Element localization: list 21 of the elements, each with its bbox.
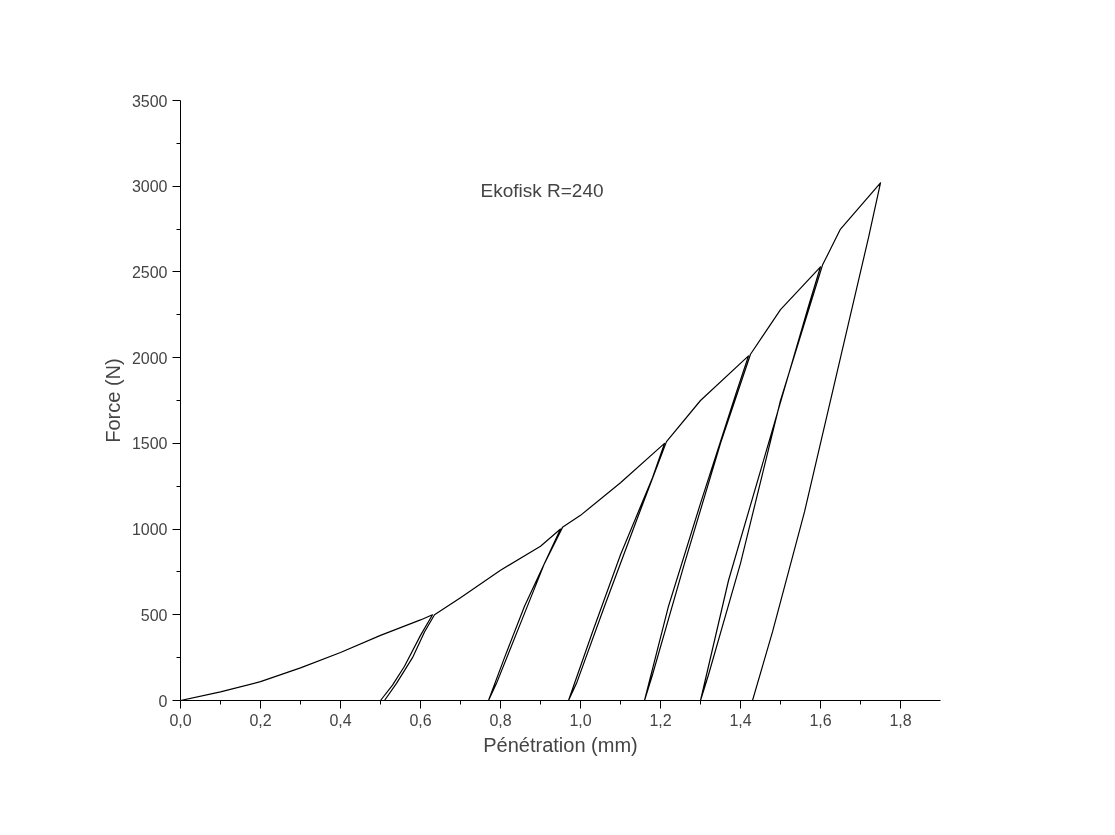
x-tick-label: 1,6 xyxy=(809,711,832,729)
y-tick-label: 3500 xyxy=(131,92,168,110)
y-tick-label: 500 xyxy=(140,606,168,624)
y-tick-label: 3000 xyxy=(131,178,168,196)
x-tick-label: 1,0 xyxy=(569,711,592,729)
x-tick-label: 1,4 xyxy=(729,711,752,729)
x-tick-label: 0,2 xyxy=(249,711,272,729)
x-tick-label: 0,8 xyxy=(489,711,512,729)
x-tick-label: 1,2 xyxy=(649,711,672,729)
x-tick-label: 0,0 xyxy=(169,711,192,729)
y-tick-label: 0 xyxy=(158,692,168,710)
y-tick-label: 2500 xyxy=(131,263,168,281)
x-axis-title: Pénétration (mm) xyxy=(483,733,638,756)
y-tick-label: 2000 xyxy=(131,349,168,367)
y-tick-label: 1000 xyxy=(131,521,168,539)
x-tick-label: 0,4 xyxy=(329,711,352,729)
y-tick-label: 1500 xyxy=(131,435,168,453)
x-tick-label: 1,8 xyxy=(889,711,912,729)
annotation: Ekofisk R=240 xyxy=(480,179,604,201)
x-tick-label: 0,6 xyxy=(409,711,432,729)
y-axis-title: Force (N) xyxy=(101,358,124,443)
